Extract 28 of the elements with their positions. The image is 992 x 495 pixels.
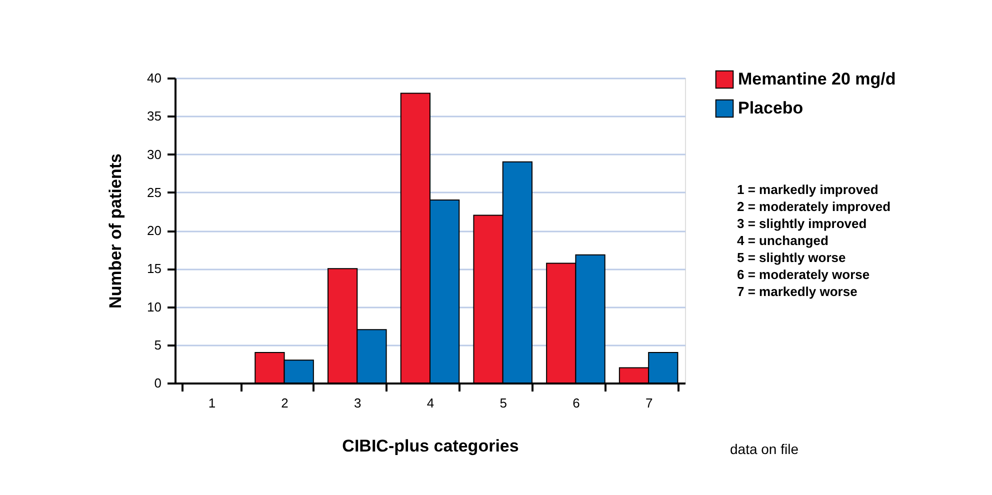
x-tick-label: 4 (426, 396, 434, 410)
x-tick-label: 5 (500, 396, 507, 410)
y-tick-label: 5 (154, 337, 162, 352)
y-axis-title: Number of patients (106, 154, 126, 308)
text: 1 = markedly improved (737, 182, 878, 197)
legend-label: Memantine 20 mg/d (738, 70, 896, 88)
y-tick-label: 15 (147, 261, 162, 276)
legend-label: Placebo (738, 98, 804, 118)
y-tick-label: 35 (147, 108, 162, 124)
x-tick-label: 7 (645, 396, 653, 410)
x-tick-label: 2 (281, 396, 288, 410)
text: 3 = slightly improved (737, 216, 867, 231)
y-tick-label: 40 (147, 70, 162, 86)
x-tick-label: 3 (354, 396, 362, 410)
text: 6 = moderately worse (737, 267, 870, 282)
y-tick-label: 20 (147, 223, 162, 238)
x-axis-title: CIBIC-plus categories (342, 436, 519, 456)
y-tick-label: 0 (154, 376, 162, 390)
text: 2 = moderately improved (737, 199, 891, 214)
x-tick-label: 6 (572, 396, 580, 410)
y-tick-label: 25 (147, 184, 162, 200)
text: 4 = unchanged (737, 233, 828, 248)
text: 5 = slightly worse (737, 250, 846, 265)
text: data on file (730, 441, 799, 457)
y-tick-label: 30 (147, 146, 162, 162)
x-tick-label: 1 (208, 396, 216, 410)
text: 7 = markedly worse (737, 284, 858, 299)
y-tick-label: 10 (147, 299, 162, 314)
